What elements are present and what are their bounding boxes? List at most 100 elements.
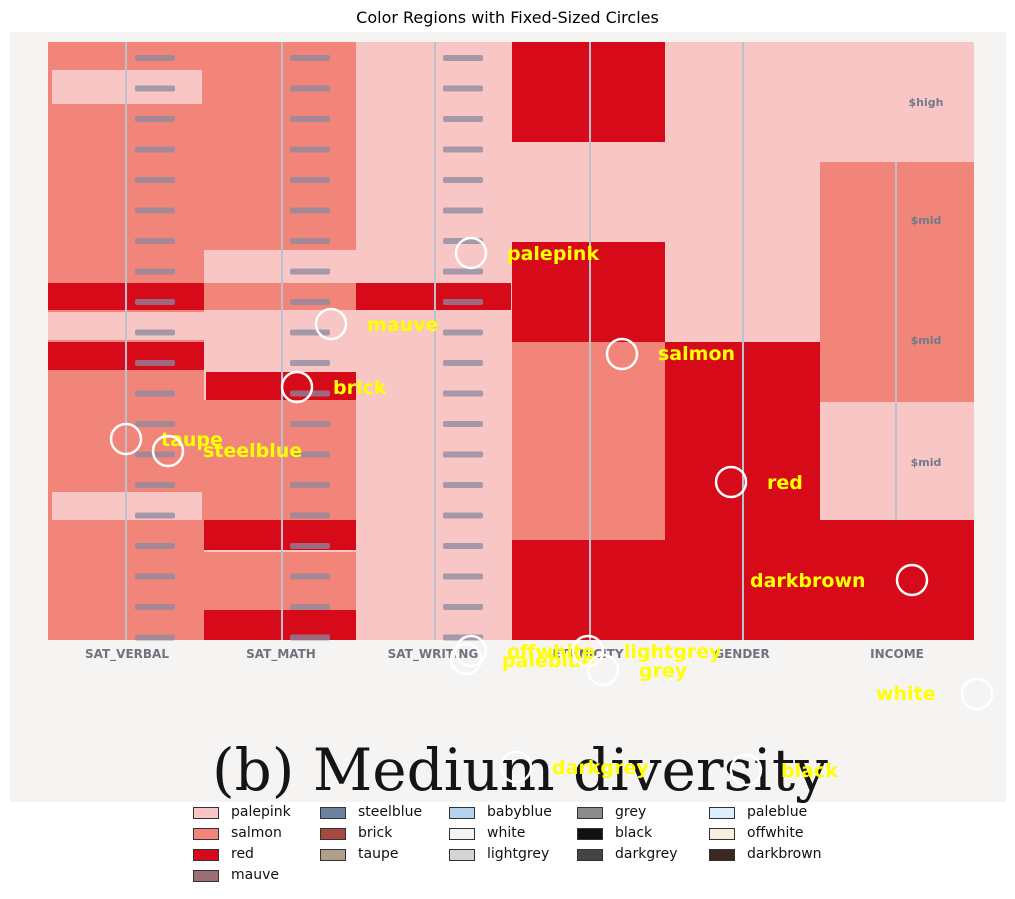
tick-mark: [443, 207, 483, 214]
annotation-label: mauve: [367, 314, 438, 336]
legend-label: darkbrown: [747, 846, 822, 862]
tick-mark: [290, 207, 330, 214]
tick-mark: [135, 360, 175, 366]
annotation-label: lightgrey: [624, 641, 722, 663]
tick-mark: [135, 482, 175, 488]
legend-label: mauve: [231, 867, 279, 883]
tick-mark: [135, 299, 175, 305]
tick-mark: [135, 512, 175, 519]
tick-mark: [135, 634, 175, 641]
tick-mark: [290, 116, 330, 122]
income-label: $mid: [911, 456, 942, 469]
annotation-circle: [280, 370, 314, 404]
tick-mark: [135, 116, 175, 122]
legend-swatch: [709, 828, 735, 840]
region-math-top: [204, 42, 356, 250]
legend-swatch: [709, 849, 735, 861]
annotation-label: darkbrown: [750, 570, 866, 592]
tick-mark: [290, 604, 330, 610]
tick-mark: [443, 177, 483, 183]
region-eth-bottom-red: [512, 540, 665, 640]
tick-mark: [290, 543, 330, 549]
band-salmon-1: [204, 283, 356, 310]
region-verbal-right: [126, 42, 204, 640]
annotation-circle: [454, 634, 488, 668]
region-math-mid-salmon: [204, 310, 356, 340]
legend-swatch: [709, 807, 735, 819]
tick-mark: [443, 512, 483, 519]
axis-tick-marks: [135, 55, 483, 641]
region-verbal-left: [48, 42, 126, 640]
annotation-label: grey: [639, 660, 688, 682]
region-eth-mid-red: [512, 242, 665, 342]
band-red-4: [204, 520, 356, 550]
legend-swatch: [577, 807, 603, 819]
legend-swatch: [577, 849, 603, 861]
legend-swatch: [193, 849, 219, 861]
annotation-label: white: [876, 683, 936, 705]
income-label: $mid: [911, 214, 942, 227]
tick-mark: [290, 512, 330, 519]
legend-label: babyblue: [487, 804, 552, 820]
annotation-circle: [960, 677, 994, 711]
axis-lines: [125, 42, 897, 640]
legend-label: black: [615, 825, 653, 841]
legend-swatch: [193, 828, 219, 840]
tick-mark: [290, 482, 330, 488]
annotation-label: black: [781, 760, 838, 782]
income-labels: $high $mid $mid $mid: [909, 96, 944, 469]
legend-swatch: [320, 828, 346, 840]
tick-mark: [135, 604, 175, 610]
tick-mark: [443, 543, 483, 549]
tick-mark: [290, 299, 330, 305]
tick-mark: [135, 177, 175, 183]
annotation-circle: [499, 750, 533, 784]
legend-swatch: [449, 807, 475, 819]
band-red-1b: [356, 283, 511, 310]
legend-label: lightgrey: [487, 846, 550, 862]
annotation-circle: [895, 563, 929, 597]
annotation-circle: [151, 434, 185, 468]
legend-swatch: [193, 807, 219, 819]
tick-mark: [443, 573, 483, 580]
annotation-label: steelblue: [203, 440, 302, 462]
income-label: $high: [909, 96, 944, 109]
tick-mark: [443, 85, 483, 92]
axis-label: SAT_WRITING: [388, 647, 479, 662]
annotation-label: red: [767, 472, 803, 494]
legend-swatch: [320, 849, 346, 861]
tick-mark: [135, 268, 175, 275]
annotation-circle: [449, 642, 483, 676]
axis-label: SAT_MATH: [246, 647, 316, 662]
legend-label: offwhite: [747, 825, 804, 841]
legend-label: grey: [615, 804, 647, 820]
tick-mark: [135, 543, 175, 549]
tick-mark: [135, 573, 175, 580]
figure-title: Color Regions with Fixed-Sized Circles: [356, 8, 659, 27]
region-math-bottom: [204, 552, 356, 610]
tick-mark: [135, 421, 175, 427]
tick-mark: [135, 390, 175, 397]
axis-label: INCOME: [870, 647, 924, 661]
tick-mark: [443, 146, 483, 153]
annotation-label: brick: [333, 377, 387, 399]
annotation-circle: [729, 753, 763, 787]
legend-label: red: [231, 846, 254, 862]
tick-mark: [135, 207, 175, 214]
region-math-lower: [204, 400, 356, 520]
region-eth-salmon: [512, 342, 665, 540]
legend-label: brick: [358, 825, 393, 841]
annotation-label: paleblue: [502, 650, 594, 672]
annotation-label: palepink: [507, 243, 599, 265]
tick-mark: [290, 268, 330, 275]
tick-mark: [443, 299, 483, 305]
legend-label: palepink: [231, 804, 291, 820]
tick-mark: [290, 421, 330, 427]
legend-label: steelblue: [358, 804, 423, 820]
tick-mark: [135, 55, 175, 61]
tick-mark: [443, 421, 483, 427]
annotation-circle: [109, 422, 143, 456]
tick-mark: [443, 482, 483, 488]
